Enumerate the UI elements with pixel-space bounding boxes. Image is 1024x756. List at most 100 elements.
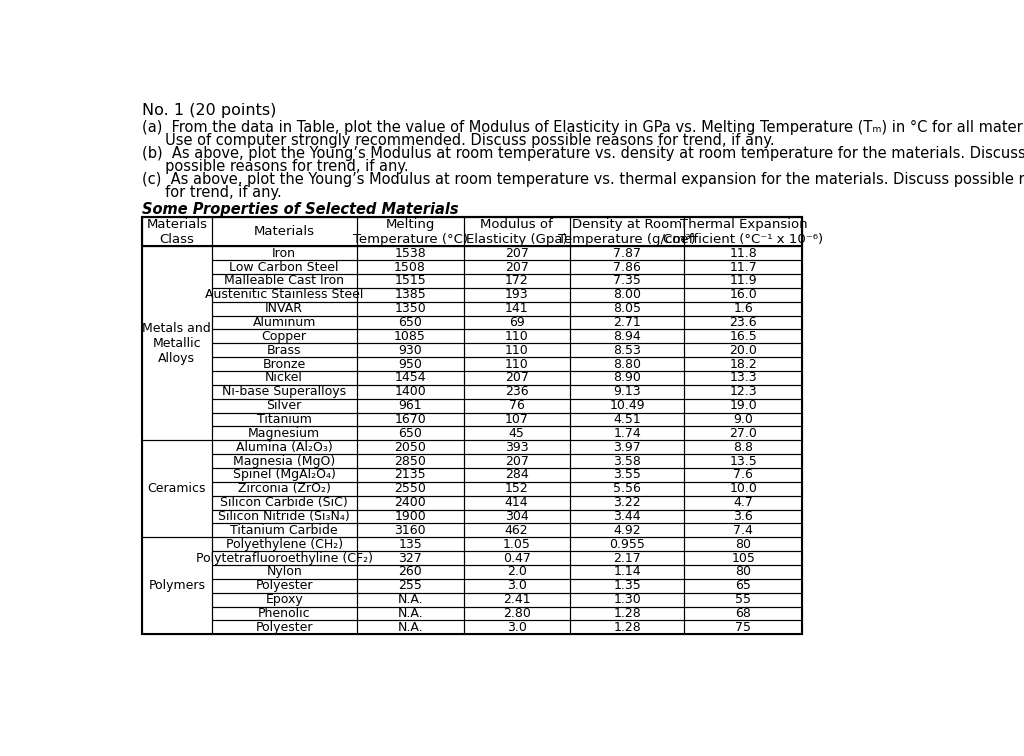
Text: 1900: 1900: [394, 510, 426, 523]
Text: 80: 80: [735, 565, 752, 578]
Bar: [684, 579, 802, 593]
Text: 13.5: 13.5: [729, 454, 757, 468]
Text: Ni-base Superalloys: Ni-base Superalloys: [222, 386, 346, 398]
Text: Silicon Nitride (Si₃N₄): Silicon Nitride (Si₃N₄): [218, 510, 350, 523]
Text: Brass: Brass: [267, 344, 301, 357]
Bar: [684, 621, 802, 634]
Text: 110: 110: [505, 358, 528, 370]
Bar: [212, 621, 356, 634]
Bar: [142, 538, 212, 634]
Text: 76: 76: [509, 399, 524, 412]
Text: 462: 462: [505, 524, 528, 537]
Text: 11.7: 11.7: [729, 261, 757, 274]
Bar: [464, 274, 569, 288]
Text: 2.0: 2.0: [507, 565, 526, 578]
Bar: [684, 260, 802, 274]
Bar: [464, 288, 569, 302]
Text: 950: 950: [398, 358, 422, 370]
Text: 1670: 1670: [394, 413, 426, 426]
Text: possible reasons for trend, if any.: possible reasons for trend, if any.: [142, 160, 409, 174]
Text: 3.55: 3.55: [613, 469, 641, 482]
Bar: [356, 217, 464, 246]
Text: Magnesium: Magnesium: [248, 427, 321, 440]
Text: Modulus of
Elasticity (Gpa): Modulus of Elasticity (Gpa): [466, 218, 567, 246]
Text: Titanium: Titanium: [257, 413, 311, 426]
Text: 7.35: 7.35: [613, 274, 641, 287]
Text: 8.00: 8.00: [613, 288, 641, 302]
Bar: [464, 371, 569, 385]
Text: 4.51: 4.51: [613, 413, 641, 426]
Text: 3.0: 3.0: [507, 621, 526, 634]
Bar: [569, 330, 684, 343]
Text: 68: 68: [735, 607, 752, 620]
Text: 75: 75: [735, 621, 752, 634]
Text: 0.955: 0.955: [609, 538, 645, 551]
Bar: [212, 398, 356, 413]
Text: 1515: 1515: [394, 274, 426, 287]
Text: 207: 207: [505, 371, 528, 385]
Bar: [356, 482, 464, 496]
Text: Epoxy: Epoxy: [265, 593, 303, 606]
Bar: [684, 538, 802, 551]
Bar: [464, 606, 569, 621]
Text: 0.47: 0.47: [503, 552, 530, 565]
Bar: [142, 440, 212, 538]
Text: Titanium Carbide: Titanium Carbide: [230, 524, 338, 537]
Bar: [569, 482, 684, 496]
Bar: [142, 217, 212, 246]
Bar: [569, 274, 684, 288]
Text: 69: 69: [509, 316, 524, 329]
Bar: [684, 413, 802, 426]
Bar: [212, 606, 356, 621]
Bar: [212, 315, 356, 330]
Bar: [684, 551, 802, 565]
Text: 930: 930: [398, 344, 422, 357]
Bar: [464, 302, 569, 315]
Bar: [356, 288, 464, 302]
Bar: [464, 440, 569, 454]
Bar: [212, 357, 356, 371]
Text: 236: 236: [505, 386, 528, 398]
Bar: [464, 579, 569, 593]
Text: INVAR: INVAR: [265, 302, 303, 315]
Text: (c)  As above, plot the Young’s Modulus at room temperature vs. thermal expansio: (c) As above, plot the Young’s Modulus a…: [142, 172, 1024, 187]
Text: 2.71: 2.71: [613, 316, 641, 329]
Bar: [684, 606, 802, 621]
Text: 2550: 2550: [394, 482, 426, 495]
Bar: [464, 343, 569, 357]
Bar: [212, 538, 356, 551]
Text: 4.92: 4.92: [613, 524, 641, 537]
Bar: [684, 398, 802, 413]
Bar: [356, 343, 464, 357]
Bar: [212, 426, 356, 440]
Text: 7.87: 7.87: [613, 246, 641, 260]
Bar: [356, 426, 464, 440]
Bar: [212, 579, 356, 593]
Bar: [212, 217, 356, 246]
Bar: [212, 593, 356, 606]
Text: 5.56: 5.56: [613, 482, 641, 495]
Bar: [464, 538, 569, 551]
Bar: [569, 357, 684, 371]
Text: 1.74: 1.74: [613, 427, 641, 440]
Bar: [684, 454, 802, 468]
Bar: [464, 246, 569, 260]
Bar: [356, 538, 464, 551]
Text: 8.90: 8.90: [613, 371, 641, 385]
Text: 110: 110: [505, 330, 528, 343]
Text: 1.35: 1.35: [613, 579, 641, 593]
Text: for trend, if any.: for trend, if any.: [142, 185, 282, 200]
Bar: [356, 606, 464, 621]
Text: 9.0: 9.0: [733, 413, 754, 426]
Bar: [569, 621, 684, 634]
Bar: [569, 440, 684, 454]
Bar: [356, 454, 464, 468]
Bar: [356, 565, 464, 579]
Text: 12.3: 12.3: [729, 386, 757, 398]
Text: 27.0: 27.0: [729, 427, 758, 440]
Text: 1400: 1400: [394, 386, 426, 398]
Text: 107: 107: [505, 413, 528, 426]
Bar: [569, 385, 684, 398]
Bar: [212, 371, 356, 385]
Text: 2050: 2050: [394, 441, 426, 454]
